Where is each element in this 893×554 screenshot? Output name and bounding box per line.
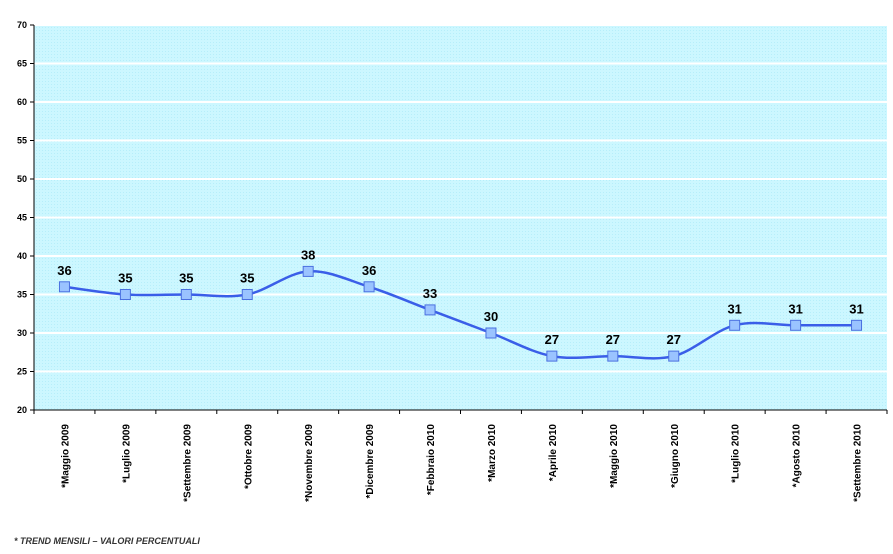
data-point [363,281,375,293]
data-label: 31 [727,301,741,316]
data-label: 27 [545,332,559,347]
y-tick-label: 45 [17,213,27,223]
y-tick-label: 40 [17,251,27,261]
x-category-label: *Agosto 2010 [792,424,803,488]
x-category-label: *Ottobre 2009 [243,424,254,489]
footnote: * TREND MENSILI – VALORI PERCENTUALI [14,536,200,546]
data-point [668,350,680,362]
data-label: 27 [667,332,681,347]
y-tick-label: 35 [17,290,27,300]
data-labels: 36 35 35 35 38 36 33 30 27 27 27 31 31 31 [57,247,864,347]
gridlines [30,24,887,411]
y-tick-label: 20 [17,405,27,415]
data-label: 35 [118,271,132,286]
x-category-label: *Marzo 2010 [487,424,498,482]
data-label: 30 [484,309,498,324]
data-point [790,319,802,331]
data-label: 36 [362,263,376,278]
x-tick-marks [33,410,888,414]
data-point [241,289,253,300]
data-point [729,319,741,331]
data-label: 35 [240,271,254,286]
y-tick-label: 50 [17,174,27,184]
x-category-label: *Luglio 2010 [731,424,742,483]
x-category-label: *Settembre 2010 [853,424,864,502]
y-tick-labels: 20 25 30 35 40 45 50 55 60 65 70 [17,20,27,415]
x-category-label: *Maggio 2009 [60,424,71,488]
data-point [485,327,497,339]
y-tick-label: 65 [17,59,27,69]
data-point [607,350,619,362]
y-tick-label: 55 [17,136,27,146]
x-category-label: *Dicembre 2009 [365,424,376,499]
x-category-label: *Aprile 2010 [548,424,559,482]
data-point [546,350,558,362]
data-label: 38 [301,247,315,262]
x-category-label: *Maggio 2010 [609,424,620,488]
data-point [302,265,314,277]
data-label: 27 [606,332,620,347]
x-category-label: *Giugno 2010 [670,424,681,488]
data-point [58,281,70,293]
data-point [424,304,436,316]
y-tick-label: 60 [17,97,27,107]
category-labels: *Maggio 2009 *Luglio 2009 *Settembre 2009 *… [60,424,863,502]
data-label: 35 [179,271,193,286]
data-label: 36 [57,263,71,278]
series-line [64,270,857,360]
data-label: 31 [849,301,863,316]
y-tick-label: 30 [17,328,27,338]
data-markers [58,265,863,362]
data-point [119,289,131,300]
data-point [851,319,863,331]
y-tick-label: 25 [17,367,27,377]
x-category-label: *Luglio 2009 [121,424,132,483]
y-tick-label: 70 [17,20,27,30]
x-category-label: *Febbraio 2010 [426,424,437,496]
x-category-label: *Settembre 2009 [182,424,193,502]
x-category-label: *Novembre 2009 [304,424,315,502]
data-label: 33 [423,286,437,301]
data-point [180,289,192,300]
data-label: 31 [788,301,802,316]
